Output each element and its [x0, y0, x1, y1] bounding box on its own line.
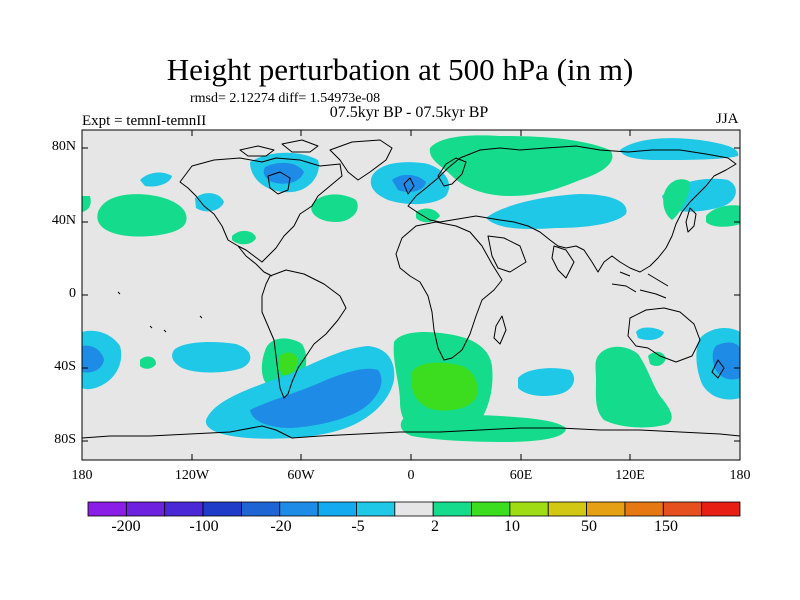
stats-text: rmsd= 2.12274 diff= 1.54973e-08	[190, 91, 381, 106]
coastlines	[81, 139, 741, 439]
axis-ticks	[82, 130, 740, 460]
anomaly-positive-south-africa-core	[412, 362, 478, 411]
map-title: Height perturbation at 500 hPa (in m)	[166, 52, 634, 87]
coast-british-isles	[403, 177, 415, 195]
anomaly-positive-small-pacific	[140, 356, 156, 369]
anomaly-positive-tasman	[648, 351, 666, 366]
anomaly-positive-mediterranean	[416, 208, 440, 223]
coast-arabia	[487, 235, 527, 273]
lon-label-120w: 120W	[174, 468, 210, 483]
colorbar-segment	[279, 501, 319, 517]
anomaly-negative-sw-pacific-west-core	[82, 345, 104, 373]
coast-india	[551, 245, 575, 279]
lat-label-80n: 80N	[51, 139, 76, 154]
coast-south-america	[261, 269, 347, 399]
anomaly-positive-japan	[663, 179, 690, 220]
coast-japan	[685, 207, 697, 233]
colorbar-label: -20	[270, 518, 292, 535]
coast-new-zealand	[711, 359, 725, 379]
colorbar	[87, 501, 741, 517]
lon-label-180w: 180	[71, 468, 93, 483]
colorbar-segment	[87, 501, 127, 517]
lon-label-60w: 60W	[287, 468, 315, 483]
coast-greenland	[329, 139, 393, 181]
coast-africa	[395, 221, 503, 361]
anomaly-positive-gulf	[232, 230, 256, 245]
colorbar-segment	[241, 501, 281, 517]
map-panel	[81, 129, 741, 461]
anomaly-positive-north-pacific	[97, 194, 187, 237]
anomaly-positive-nw-pacific	[706, 205, 740, 227]
colorbar-label: 10	[504, 518, 520, 535]
lat-label-0: 0	[69, 286, 76, 301]
lon-label-120e: 120E	[615, 468, 645, 483]
anomaly-negative-pacific-small	[140, 172, 172, 187]
colorbar-segment	[432, 501, 472, 517]
colorbar-label: 50	[581, 518, 597, 535]
colorbar-segment	[356, 501, 396, 517]
coast-eurasia	[407, 145, 737, 273]
period-label: 07.5kyr BP - 07.5kyr BP	[329, 104, 489, 121]
lat-label-80s: 80S	[54, 432, 76, 447]
colorbar-segment	[164, 501, 204, 517]
anomaly-positive-eurasia-north	[429, 135, 613, 196]
lon-label-60e: 60E	[509, 468, 533, 483]
experiment-label: Expt = temnI-temnII	[82, 113, 207, 129]
colorbar-label: 2	[431, 518, 439, 535]
coast-scandinavia	[437, 157, 467, 187]
lon-label-180e: 180	[729, 468, 751, 483]
coast-australia	[627, 307, 701, 363]
colorbar-label: -5	[351, 518, 365, 535]
anomaly-positive-antarctic-atlantic	[400, 414, 566, 442]
colorbar-label: 150	[654, 518, 678, 535]
anomaly-negative-south-pacific	[172, 342, 251, 373]
lat-label-40s: 40S	[54, 359, 76, 374]
coast-madagascar	[493, 315, 507, 345]
coast-pacific-islands	[117, 291, 203, 333]
anomaly-positive-indian-ocean	[595, 346, 672, 428]
lon-label-0: 0	[407, 468, 415, 483]
colorbar-segment	[125, 501, 166, 517]
colorbar-segment	[624, 501, 664, 517]
anomaly-positive-mid-atlantic	[311, 194, 358, 222]
anomaly-positive-west-pacific-edge	[82, 196, 91, 212]
coast-central-america	[237, 245, 273, 277]
anomaly-negative-indian-ocean	[518, 368, 575, 396]
anomaly-negative-east-pacific-edge-core	[712, 342, 740, 380]
coast-hudson-bay	[267, 171, 291, 195]
colorbar-segment	[202, 501, 242, 517]
anomaly-negative-south-atlantic-core	[250, 368, 382, 428]
anomaly-negative-australia-small	[636, 327, 664, 340]
colorbar-segment	[586, 501, 626, 517]
anomaly-fields	[82, 135, 740, 442]
colorbar-label: -200	[111, 518, 141, 535]
coast-north-america	[179, 157, 343, 263]
colorbar-segment	[547, 501, 587, 517]
colorbar-label: -100	[189, 518, 219, 535]
anomaly-negative-arctic-canada-core	[263, 162, 304, 184]
anomaly-negative-north-atlantic-core	[392, 174, 426, 192]
coast-indonesia	[611, 271, 669, 299]
anomaly-negative-alaska	[195, 193, 224, 212]
colorbar-segment	[701, 501, 741, 517]
lat-label-40n: 40N	[51, 213, 76, 228]
anomaly-negative-central-asia	[486, 194, 627, 229]
anomaly-positive-patagonia-core	[278, 352, 298, 376]
coast-antarctica	[81, 425, 741, 439]
colorbar-segment	[471, 501, 511, 517]
colorbar-segment	[509, 501, 549, 517]
colorbar-segment	[317, 501, 357, 517]
colorbar-segment	[394, 501, 434, 517]
season-label: JJA	[716, 111, 739, 127]
coast-arctic-islands	[239, 139, 319, 157]
colorbar-segment	[662, 501, 703, 517]
